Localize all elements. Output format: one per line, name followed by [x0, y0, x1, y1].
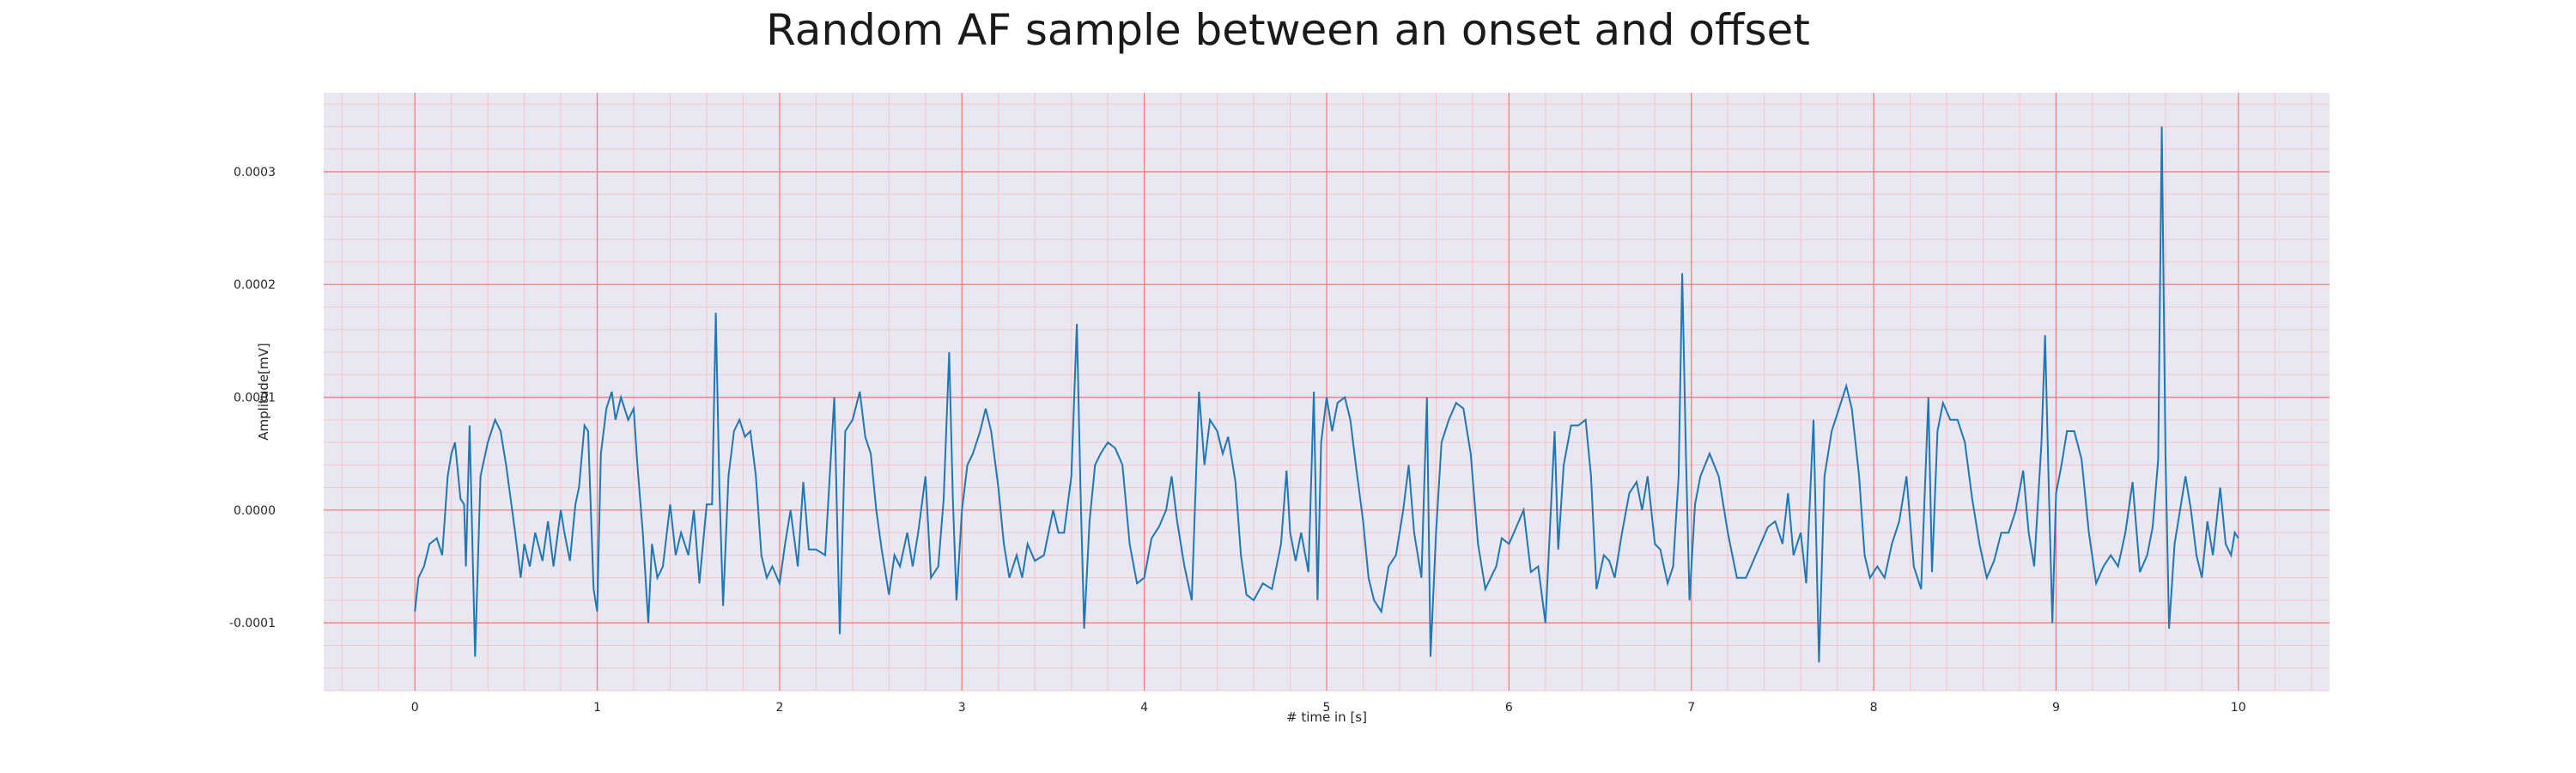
- x-tick-label: 1: [593, 701, 601, 715]
- x-axis-ticks: 0 1 2 3 4 5 6 7 8 9 10: [411, 701, 2246, 715]
- x-tick-label: 0: [411, 701, 419, 715]
- y-tick-label: 0.0001: [234, 392, 276, 405]
- y-tick-label: 0.0003: [234, 166, 276, 180]
- x-tick-label: 10: [2231, 701, 2246, 715]
- x-tick-label: 4: [1140, 701, 1148, 715]
- y-axis-label: Amplitude[mV]: [256, 343, 271, 440]
- x-tick-label: 9: [2052, 701, 2060, 715]
- x-tick-label: 3: [958, 701, 966, 715]
- chart-title: Random AF sample between an onset and of…: [766, 5, 1810, 55]
- x-tick-label: 7: [1687, 701, 1695, 715]
- y-tick-label: -0.0001: [229, 617, 276, 630]
- y-tick-label: 0.0000: [234, 504, 276, 518]
- x-axis-label: # time in [s]: [1286, 709, 1367, 725]
- x-tick-label: 5: [1323, 701, 1331, 715]
- x-tick-label: 8: [1870, 701, 1878, 715]
- signal-line: [414, 126, 2239, 663]
- y-axis-ticks: -0.0001 0.0000 0.0001 0.0002 0.0003: [229, 166, 276, 630]
- x-tick-label: 6: [1505, 701, 1513, 715]
- x-tick-label: 2: [775, 701, 783, 715]
- y-tick-label: 0.0002: [234, 278, 276, 292]
